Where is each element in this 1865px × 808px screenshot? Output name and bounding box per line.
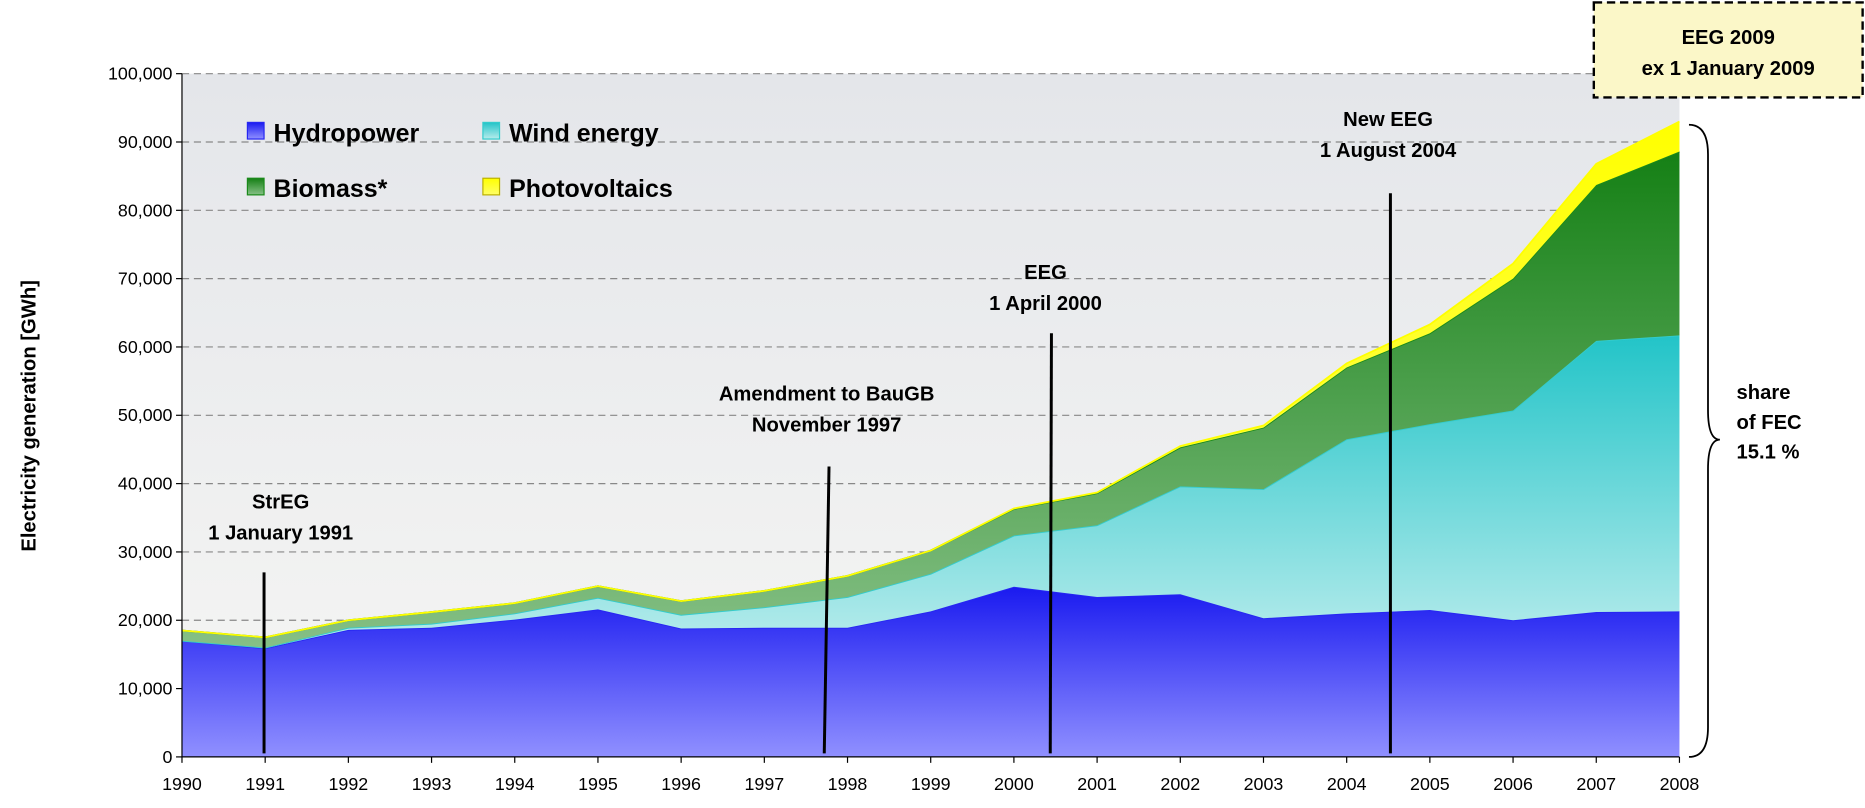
y-tick-label: 0 xyxy=(163,747,173,767)
annotation-text: 1 January 1991 xyxy=(208,522,353,544)
legend-swatch xyxy=(483,178,500,195)
page: {"chart_data":{"type":"stacked-area", "y… xyxy=(0,0,1865,808)
x-tick-label: 2004 xyxy=(1327,774,1367,794)
y-tick-label: 10,000 xyxy=(118,679,173,699)
annotation-text: 1 August 2004 xyxy=(1320,140,1457,162)
x-tick-label: 2001 xyxy=(1077,774,1117,794)
y-tick-label: 80,000 xyxy=(118,200,173,220)
legend-swatch xyxy=(247,178,264,195)
y-tick-label: 30,000 xyxy=(118,542,173,562)
note-box xyxy=(1594,2,1863,97)
x-tick-label: 2003 xyxy=(1244,774,1284,794)
y-tick-label: 90,000 xyxy=(118,132,173,152)
y-tick-label: 60,000 xyxy=(118,337,173,357)
x-tick-label: 1998 xyxy=(828,774,868,794)
y-tick-label: 20,000 xyxy=(118,610,173,630)
y-tick-label: 70,000 xyxy=(118,269,173,289)
legend-label: Wind energy xyxy=(509,119,659,147)
annotation-line xyxy=(1050,333,1051,753)
x-tick-label: 1995 xyxy=(578,774,618,794)
x-tick-label: 2005 xyxy=(1410,774,1450,794)
share-text: share xyxy=(1737,382,1791,404)
chart: Electricity generation [GWh] 0 10,000 20,0… xyxy=(0,0,1865,808)
annotation-text: November 1997 xyxy=(752,414,901,436)
x-tick-label: 1993 xyxy=(412,774,452,794)
note-text: EEG 2009 xyxy=(1682,27,1775,49)
x-tick-label: 1992 xyxy=(329,774,369,794)
annotation-text: 1 April 2000 xyxy=(989,293,1102,315)
x-tick-label: 1991 xyxy=(245,774,285,794)
legend-swatch xyxy=(247,122,264,139)
y-tick-label: 100,000 xyxy=(108,64,173,84)
x-tick-label: 2002 xyxy=(1160,774,1200,794)
x-tick-label: 1990 xyxy=(162,774,202,794)
share-text: 15.1 % xyxy=(1737,442,1800,464)
legend-label: Biomass* xyxy=(274,175,388,203)
x-tick-label: 1994 xyxy=(495,774,535,794)
y-tick-label: 40,000 xyxy=(118,474,173,494)
x-tick-label: 2000 xyxy=(994,774,1034,794)
share-text: of FEC xyxy=(1737,412,1803,434)
x-tick-label: 1996 xyxy=(661,774,701,794)
annotation-text: EEG xyxy=(1024,262,1067,284)
annotation-text: StrEG xyxy=(252,492,309,514)
legend-label: Hydropower xyxy=(274,119,420,147)
y-axis-label: Electricity generation [GWh] xyxy=(19,280,41,552)
annotation-text: New EEG xyxy=(1343,109,1433,131)
x-tick-label: 2008 xyxy=(1660,774,1700,794)
x-tick-label: 1999 xyxy=(911,774,951,794)
y-tick-label: 50,000 xyxy=(118,405,173,425)
brace xyxy=(1689,125,1720,757)
annotation-text: Amendment to BauGB xyxy=(719,383,935,405)
x-tick-label: 1997 xyxy=(744,774,784,794)
legend-label: Photovoltaics xyxy=(509,175,673,203)
legend-swatch xyxy=(483,122,500,139)
x-tick-label: 2006 xyxy=(1493,774,1533,794)
note-text: ex 1 January 2009 xyxy=(1642,58,1815,80)
x-tick-label: 2007 xyxy=(1576,774,1616,794)
